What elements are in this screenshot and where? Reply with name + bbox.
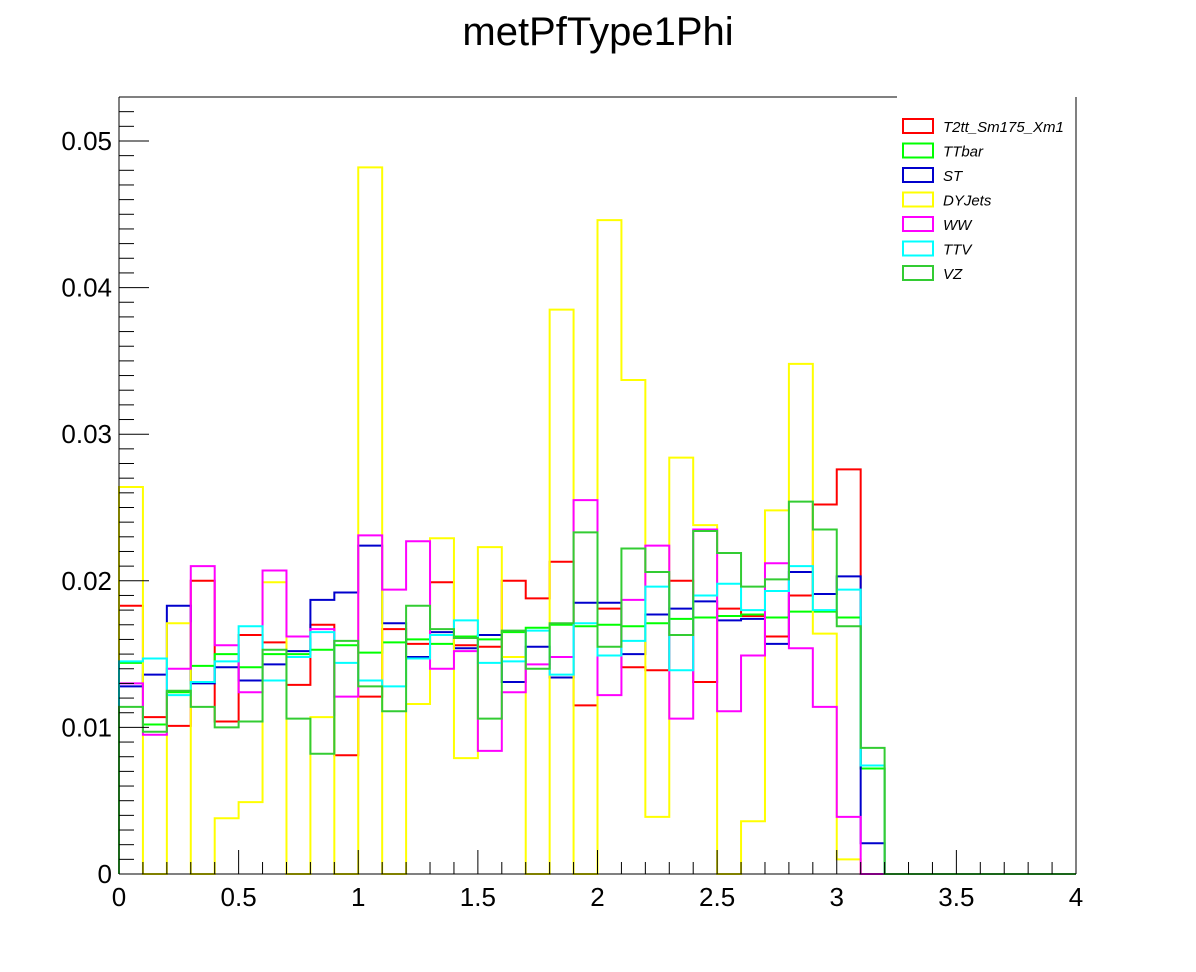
legend-item: T2tt_Sm175_Xm1 <box>902 118 1064 136</box>
legend-swatch <box>902 118 934 134</box>
chart-title: metPfType1Phi <box>462 10 733 54</box>
x-tick-label: 1.5 <box>460 882 496 912</box>
y-tick-label: 0.02 <box>61 566 112 596</box>
x-tick-label: 0 <box>112 882 126 912</box>
legend-swatch <box>902 216 934 232</box>
y-tick-label: 0.03 <box>61 419 112 449</box>
y-tick-label: 0.01 <box>61 712 112 742</box>
x-tick-label: 3.5 <box>938 882 974 912</box>
x-tick-label: 3 <box>830 882 844 912</box>
x-tick-label: 0.5 <box>221 882 257 912</box>
legend-label: WW <box>943 217 973 234</box>
legend-label: T2tt_Sm175_Xm1 <box>943 119 1064 136</box>
legend-swatch <box>902 265 934 281</box>
legend-item: TTV <box>902 240 973 259</box>
x-tick-label: 4 <box>1069 882 1083 912</box>
histogram-series-vz <box>118 500 1076 875</box>
y-axis: 0 0.01 0.02 0.03 0.04 0.05 <box>61 111 149 889</box>
legend-item: TTbar <box>902 142 984 161</box>
legend-label: TTbar <box>943 144 984 161</box>
legend: T2tt_Sm175_Xm1 TTbar ST DYJets WW TTV VZ <box>902 118 1064 283</box>
x-tick-label: 2.5 <box>699 882 735 912</box>
y-tick-label: 0.05 <box>61 126 112 156</box>
legend-item: ST <box>902 167 964 185</box>
legend-item: WW <box>902 216 973 234</box>
legend-label: TTV <box>943 242 973 259</box>
legend-swatch <box>902 167 934 183</box>
y-tick-label: 0 <box>98 859 112 889</box>
y-tick-label: 0.04 <box>61 273 112 303</box>
legend-label: VZ <box>943 266 963 283</box>
histogram-series-group <box>118 166 1076 875</box>
x-tick-label: 1 <box>351 882 365 912</box>
legend-label: DYJets <box>943 193 992 210</box>
legend-swatch <box>902 142 934 159</box>
legend-item: DYJets <box>902 191 992 210</box>
x-tick-label: 2 <box>590 882 604 912</box>
legend-swatch <box>902 240 934 257</box>
legend-swatch <box>902 191 934 208</box>
x-axis: 0 0.5 1 1.5 2 2.5 3 3.5 4 <box>112 850 1083 912</box>
legend-label: ST <box>943 168 964 185</box>
legend-item: VZ <box>902 265 963 283</box>
